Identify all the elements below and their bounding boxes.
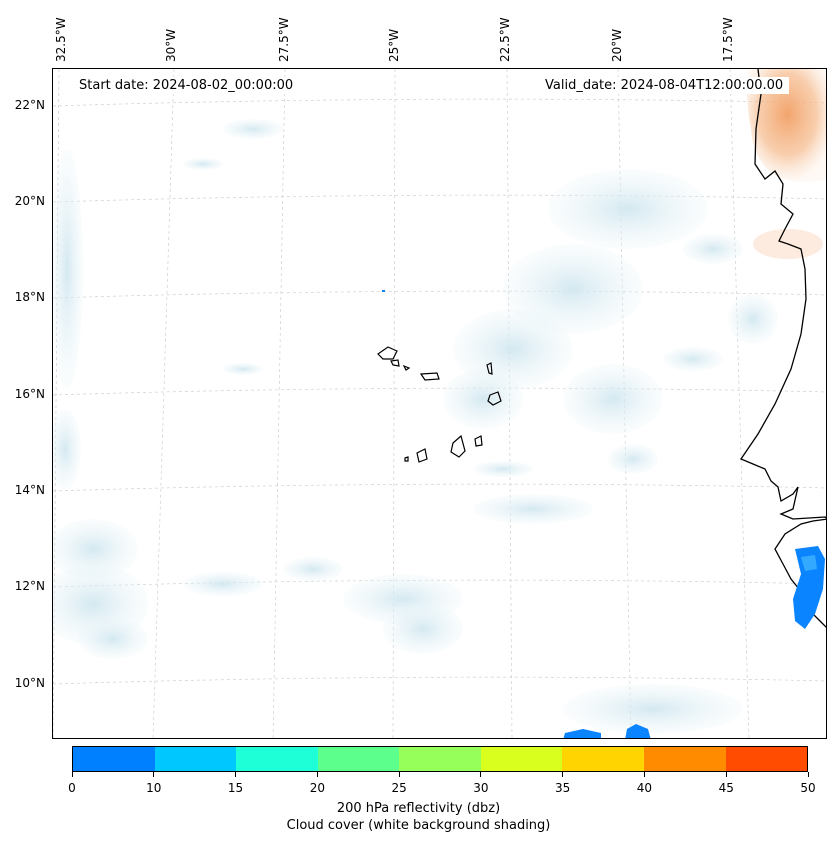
reflectivity-blue-bottom-2 bbox=[625, 724, 651, 738]
cloud-patch bbox=[283, 557, 343, 581]
longitude-label-20w: 20°W bbox=[610, 28, 624, 62]
colorbar-tick-label: 35 bbox=[555, 781, 571, 795]
reflectivity-blue-inner bbox=[801, 555, 817, 571]
cloud-patch bbox=[53, 409, 81, 489]
colorbar-tick-label: 50 bbox=[800, 781, 816, 795]
colorbar-segment-1 bbox=[154, 747, 237, 771]
colorbar-tick-label: 25 bbox=[391, 781, 407, 795]
colorbar-tick-mark bbox=[398, 772, 400, 777]
colorbar-sublabel: Cloud cover (white background shading) bbox=[286, 818, 551, 833]
colorbar-segment-6 bbox=[562, 747, 644, 771]
colorbar-tick-label: 0 bbox=[68, 781, 76, 795]
reflectivity-blue-area bbox=[793, 546, 825, 629]
longitude-label-32.5w: 32.5°W bbox=[54, 17, 68, 62]
cloud-patch bbox=[548, 169, 708, 249]
longitude-label-17.5w: 17.5°W bbox=[721, 17, 735, 62]
graticule bbox=[53, 69, 826, 738]
colorbar-tick-mark bbox=[480, 772, 482, 777]
africa-coastline-south bbox=[774, 518, 826, 628]
colorbar-tick-label: 20 bbox=[309, 781, 325, 795]
colorbar bbox=[72, 746, 808, 772]
latitude-label-22n: 22°N bbox=[14, 98, 45, 112]
longitude-label-30w: 30°W bbox=[164, 28, 178, 62]
cloud-patch bbox=[183, 158, 223, 170]
latitude-label-18n: 18°N bbox=[14, 290, 45, 304]
colorbar-tick-mark bbox=[643, 772, 645, 777]
colorbar-tick-mark bbox=[725, 772, 727, 777]
cloud-patch bbox=[223, 363, 263, 375]
start-date-label: Start date: 2024-08-02_00:00:00 bbox=[73, 77, 300, 94]
cloud-patch bbox=[663, 347, 723, 371]
reflectivity-blue-bottom-1 bbox=[563, 729, 601, 738]
cloud-patch bbox=[53, 149, 83, 389]
colorbar-tick-mark bbox=[562, 772, 564, 777]
colorbar-tick-mark bbox=[153, 772, 155, 777]
cloud-patch bbox=[563, 364, 663, 434]
colorbar-segment-3 bbox=[317, 747, 400, 771]
map-panel[interactable] bbox=[52, 68, 827, 739]
reflectivity-blue-dot bbox=[382, 290, 385, 292]
colorbar-segment-0 bbox=[73, 747, 155, 771]
colorbar-tick-mark bbox=[807, 772, 809, 777]
cloud-patch bbox=[53, 519, 138, 579]
colorbar-segment-8 bbox=[725, 747, 808, 771]
cloud-patch bbox=[608, 444, 658, 474]
longitude-label-27.5w: 27.5°W bbox=[277, 17, 291, 62]
colorbar-tick-mark bbox=[316, 772, 318, 777]
colorbar-segment-7 bbox=[643, 747, 726, 771]
longitude-label-25w: 25°W bbox=[387, 28, 401, 62]
cloud-patch bbox=[223, 119, 283, 139]
colorbar-segment-5 bbox=[480, 747, 563, 771]
cape-verde-islands bbox=[377, 346, 502, 463]
cloud-patch bbox=[473, 494, 593, 524]
cloud-patch bbox=[728, 294, 778, 344]
cloud-patch bbox=[78, 619, 148, 659]
colorbar-segment-2 bbox=[236, 747, 318, 771]
map-canvas bbox=[53, 69, 826, 738]
cloud-patch bbox=[473, 461, 533, 477]
latitude-label-16n: 16°N bbox=[14, 387, 45, 401]
longitude-label-22.5w: 22.5°W bbox=[498, 17, 512, 62]
reflectivity-orange-area bbox=[747, 69, 826, 183]
latitude-label-20n: 20°N bbox=[14, 194, 45, 208]
latitude-label-14n: 14°N bbox=[14, 483, 45, 497]
colorbar-tick-mark bbox=[235, 772, 237, 777]
latitude-label-10n: 10°N bbox=[14, 676, 45, 690]
colorbar-tick-label: 40 bbox=[636, 781, 653, 795]
valid-date-label: Valid_date: 2024-08-04T12:00:00.00 bbox=[539, 77, 790, 94]
cloud-patch bbox=[503, 244, 643, 334]
cloud-patch bbox=[383, 604, 463, 654]
cloud-patch bbox=[683, 234, 743, 264]
colorbar-tick-label: 30 bbox=[473, 781, 489, 795]
colorbar-segment-4 bbox=[399, 747, 481, 771]
cloud-patch bbox=[563, 684, 743, 734]
cloud-patch bbox=[443, 369, 523, 429]
colorbar-tick-label: 10 bbox=[146, 781, 162, 795]
africa-coastline bbox=[740, 69, 826, 520]
colorbar-tick-label: 15 bbox=[227, 781, 244, 795]
colorbar-tick-mark bbox=[71, 772, 73, 777]
colorbar-label: 200 hPa reflectivity (dbz) bbox=[336, 801, 501, 816]
colorbar-tick-label: 45 bbox=[718, 781, 734, 795]
cloud-cover-shading bbox=[53, 119, 778, 734]
cloud-patch bbox=[183, 572, 263, 596]
latitude-label-12n: 12°N bbox=[14, 579, 45, 593]
